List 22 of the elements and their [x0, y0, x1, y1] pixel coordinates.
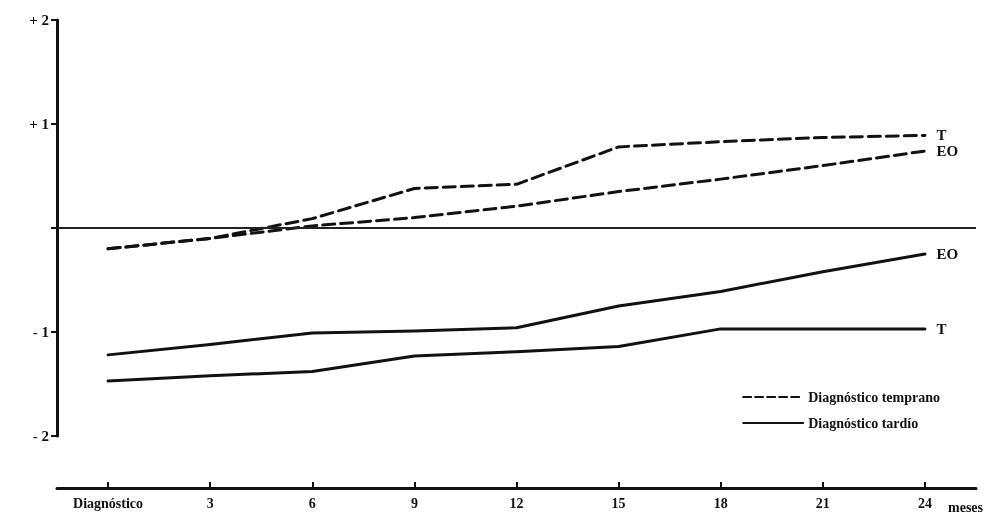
x-tick-label: 6	[308, 495, 316, 511]
line-series	[106, 327, 927, 383]
legend-label: Diagnóstico tardío	[808, 415, 919, 431]
annotation: T	[936, 127, 947, 144]
legend-label: Diagnóstico temprano	[808, 389, 940, 405]
x-axis-title: meses	[948, 499, 984, 515]
line-series	[106, 252, 927, 357]
x-tick-label: Diagnóstico	[73, 495, 144, 511]
y-tick-label: - 2	[32, 428, 49, 444]
y-tick-label: + 1	[29, 116, 49, 132]
annotation: EO	[936, 143, 959, 160]
x-tick-label: 21	[815, 495, 830, 511]
x-tick-label: 9	[410, 495, 418, 511]
x-tick-label: 12	[509, 495, 524, 511]
x-tick-label: 24	[917, 495, 932, 511]
annotation: T	[936, 320, 947, 337]
y-tick-label: + 2	[29, 12, 49, 28]
x-tick-label: 18	[713, 495, 728, 511]
annotation: EO	[936, 246, 959, 262]
y-tick-label: - 1	[32, 324, 49, 340]
x-tick-label: 15	[611, 495, 626, 511]
x-tick-label: 3	[206, 495, 214, 511]
